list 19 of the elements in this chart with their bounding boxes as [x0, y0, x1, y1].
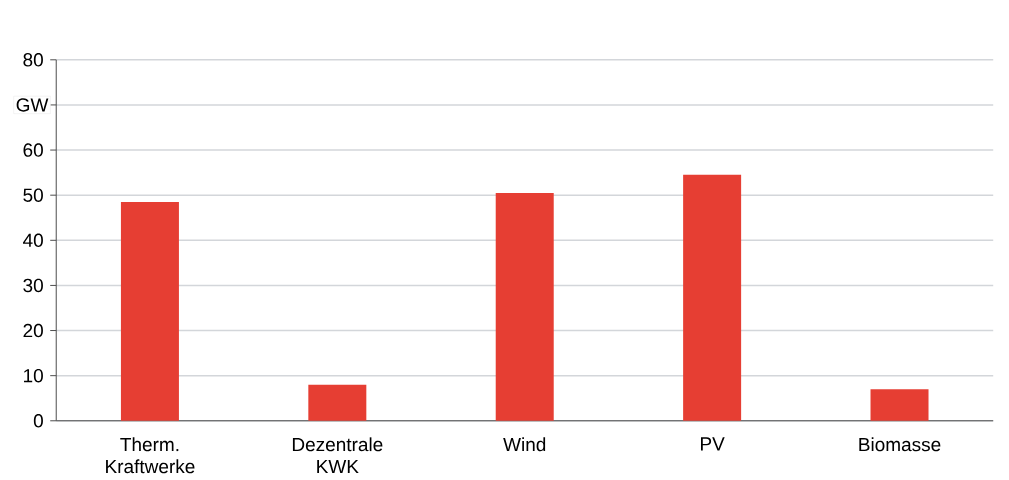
bar	[120, 202, 179, 421]
y-tick-label: 0	[33, 414, 43, 428]
x-tick-label: PV	[701, 437, 725, 451]
x-tick-label: Wind	[503, 437, 546, 452]
y-tick-label: 80	[23, 53, 43, 67]
y-tick-label: 60	[23, 143, 43, 157]
bar	[495, 193, 554, 421]
bar	[683, 175, 742, 421]
x-tick-label: Therm. Kraftwerke	[106, 437, 195, 474]
bar	[870, 389, 929, 421]
y-tick-label: 30	[23, 278, 43, 293]
y-tick-label: 10	[24, 369, 43, 383]
y-axis-title: GW	[16, 98, 49, 112]
x-tick-label: Biomasse	[859, 437, 941, 452]
y-tick-label: 20	[23, 324, 43, 338]
y-tick-label: 40	[23, 233, 43, 248]
x-tick-label: Dezentrale KWK	[292, 437, 383, 474]
y-tick-label: 50	[23, 188, 43, 203]
bar	[308, 384, 367, 421]
